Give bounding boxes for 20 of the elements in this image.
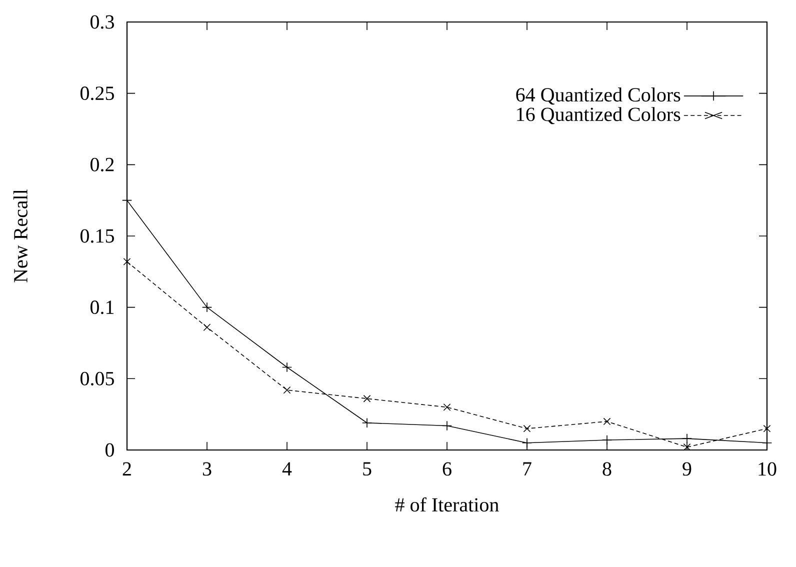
legend-label: 64 Quantized Colors	[516, 88, 680, 105]
y-axis-title: New Recall	[13, 189, 28, 282]
x-axis-title: # of Iteration	[395, 497, 499, 512]
x-tick-label: 10	[758, 462, 776, 476]
x-tick-label: 9	[682, 462, 692, 476]
y-tick-label: 0	[105, 443, 114, 457]
x-tick-label: 2	[122, 462, 131, 476]
y-tick-label: 0.05	[80, 372, 114, 386]
legend-label: 16 Quantized Colors	[517, 107, 680, 124]
y-tick-label: 0.2	[90, 158, 114, 172]
y-tick-label: 0.15	[80, 229, 114, 243]
x-tick-label: 6	[442, 462, 452, 476]
x-tick-label: 5	[363, 462, 372, 476]
x-tick-label: 8	[602, 462, 612, 476]
x-tick-label: 7	[523, 462, 532, 476]
x-tick-label: 4	[282, 462, 292, 476]
x-tick-label: 3	[202, 462, 212, 476]
y-tick-label: 0.25	[80, 86, 114, 100]
y-tick-label: 0.3	[90, 15, 114, 29]
y-tick-label: 0.1	[90, 300, 114, 314]
